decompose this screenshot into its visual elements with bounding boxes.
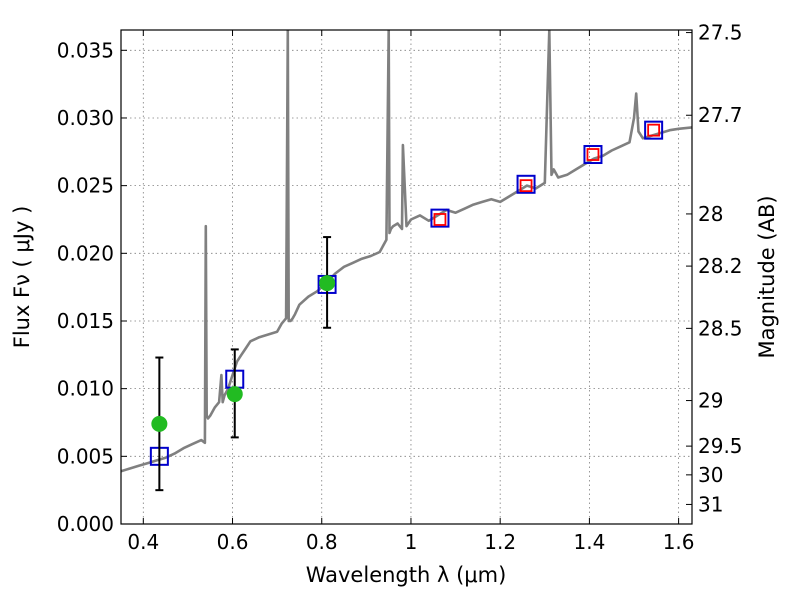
y-tick-label: 0.010	[57, 377, 114, 401]
plot-layer	[121, 30, 692, 492]
limit-point	[647, 123, 661, 137]
y-tick-label: 0.020	[57, 241, 114, 265]
model-photometry-point	[583, 145, 603, 165]
y-axis-label: Flux Fν ( μJy )	[10, 206, 34, 349]
y2-tick-label: 29	[698, 389, 723, 413]
y-tick-label: 0.005	[57, 444, 114, 468]
model-photometry-point	[430, 208, 450, 228]
y-tick-label: 0.025	[57, 174, 114, 198]
spectrum-line	[121, 30, 692, 473]
y2-tick-label: 28.2	[698, 254, 743, 278]
x-tick-label: 0.4	[127, 530, 159, 554]
plot-frame	[120, 29, 693, 525]
y2-tick-label: 27.5	[698, 21, 743, 45]
x-tick-label: 1.6	[663, 530, 695, 554]
y2-tick-label: 28	[698, 202, 723, 226]
x-tick-label: 1	[405, 530, 418, 554]
limit-point	[433, 213, 447, 226]
observed-point	[226, 386, 243, 403]
limit-point	[519, 179, 533, 193]
y2-tick-label: 31	[698, 492, 723, 516]
label-layer: Wavelength λ (μm) Flux Fν ( μJy ) Magnit…	[10, 195, 779, 587]
y2-tick-label: 28.5	[698, 316, 743, 340]
observed-point	[151, 415, 168, 432]
model-photometry-point	[644, 120, 664, 140]
y-tick-label: 0.000	[57, 512, 114, 536]
y-tick-label: 0.030	[57, 106, 114, 130]
tick-layer: 0.4 0.6 0.8 1 1.2 1.4 1.6 0.000 0.005 0.010 0.015 0…	[57, 21, 743, 554]
x-tick-label: 0.6	[217, 530, 249, 554]
y2-axis-label: Magnitude (AB)	[755, 195, 779, 358]
x-axis-label: Wavelength λ (μm)	[306, 563, 507, 587]
observed-point	[319, 275, 336, 292]
x-tick-label: 1.2	[484, 530, 516, 554]
y-tick-label: 0.035	[57, 38, 114, 62]
y2-tick-label: 27.7	[698, 103, 743, 127]
y-tick-label: 0.015	[57, 309, 114, 333]
model-photometry-point	[516, 174, 536, 194]
x-tick-label: 0.8	[306, 530, 338, 554]
y2-tick-label: 30	[698, 463, 723, 487]
limit-point	[586, 148, 600, 161]
x-tick-label: 1.4	[573, 530, 605, 554]
grid-layer	[121, 30, 692, 524]
y2-tick-label: 29.5	[698, 434, 743, 458]
